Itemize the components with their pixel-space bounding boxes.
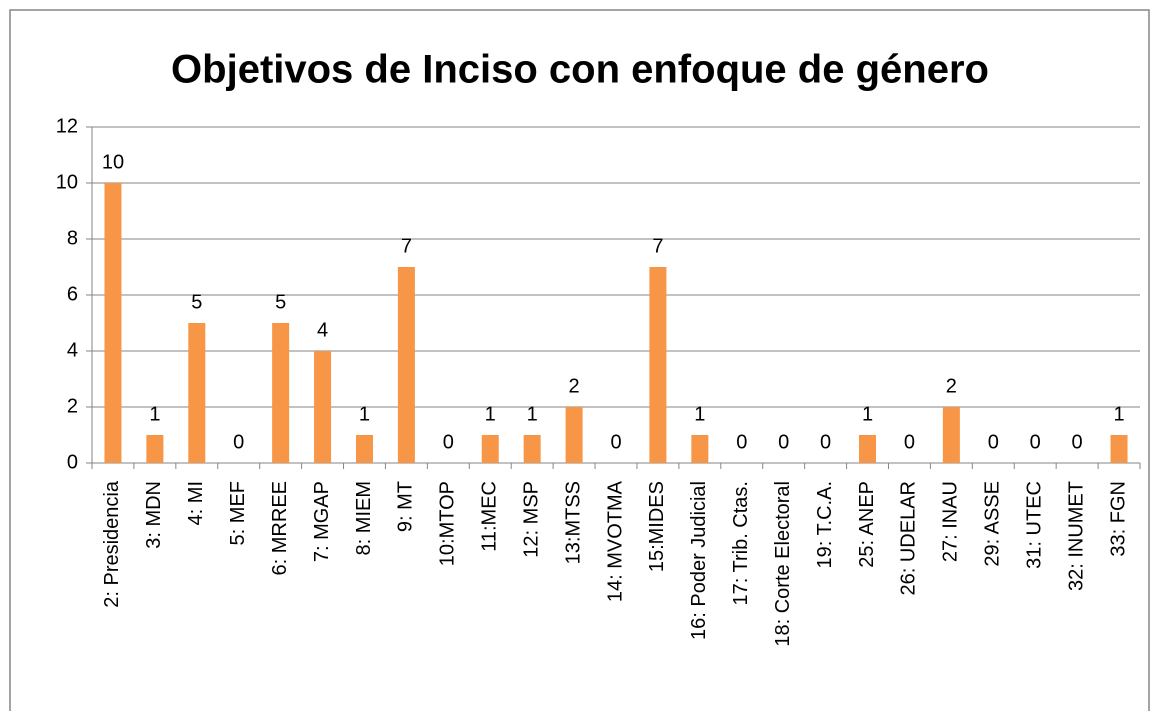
bar [314,351,332,463]
data-label: 0 [443,431,454,453]
bar [355,435,373,463]
data-label: 1 [1113,403,1124,425]
y-tick-label: 4 [67,339,78,361]
x-tick-label: 19: T.C.A. [814,481,836,568]
chart-title: Objetivos de Inciso con enfoque de géner… [171,48,989,92]
data-label: 7 [401,235,412,257]
x-tick-label: 31: UTEC [1023,481,1045,569]
x-tick-label: 18: Corte Electoral [772,481,794,647]
data-label: 2 [569,375,580,397]
x-tick-label: 8: MIEM [353,481,375,555]
data-label: 1 [527,403,538,425]
data-label: 10 [102,151,124,173]
x-tick-label: 33: FGN [1107,481,1129,557]
y-tick-label: 10 [56,171,78,193]
data-label: 1 [359,403,370,425]
x-tick-label: 5: MEF [227,481,249,545]
data-label: 4 [317,319,328,341]
x-tick-label: 2: Presidencia [101,480,123,608]
x-tick-label: 25: ANEP [856,481,878,568]
data-label: 0 [1072,431,1083,453]
x-tick-label: 11:MEC [479,481,501,552]
bar [188,323,206,463]
data-label: 1 [485,403,496,425]
data-label: 1 [149,403,160,425]
data-label: 0 [904,431,915,453]
bar [649,267,667,463]
bar [481,435,499,463]
x-tick-label: 4: MI [185,481,207,525]
data-label: 0 [988,431,999,453]
data-label: 2 [946,375,957,397]
data-label: 1 [694,403,705,425]
data-label: 0 [610,431,621,453]
data-label: 5 [191,291,202,313]
y-tick-label: 0 [67,451,78,473]
y-tick-label: 2 [67,395,78,417]
data-label: 7 [652,235,663,257]
data-label: 0 [1030,431,1041,453]
x-tick-label: 26: UDELAR [898,481,920,596]
y-tick-label: 12 [56,115,78,137]
bar [565,407,583,463]
bar [859,435,877,463]
y-tick-label: 6 [67,283,78,305]
x-tick-label: 17: Trib. Ctas. [730,481,752,606]
bar [691,435,709,463]
x-tick-label: 7: MGAP [311,481,333,562]
data-label: 0 [778,431,789,453]
x-tick-label: 10:MTOP [437,481,459,566]
chart-frame [9,9,1150,711]
x-tick-label: 9: MT [395,481,417,532]
bar [104,183,122,463]
bar [523,435,541,463]
data-label: 0 [736,431,747,453]
data-label: 0 [820,431,831,453]
bar [1110,435,1128,463]
data-label: 1 [862,403,873,425]
x-tick-label: 6: MRREE [269,481,291,575]
x-tick-label: 3: MDN [143,481,165,549]
x-tick-label: 29: ASSE [982,481,1004,567]
bar [272,323,290,463]
bar [146,435,164,463]
x-tick-label: 16: Poder Judicial [688,481,710,640]
bar [397,267,415,463]
x-tick-label: 27: INAU [940,481,962,562]
x-tick-label: 15:MIDES [646,481,668,572]
y-tick-label: 8 [67,227,78,249]
x-tick-label: 13:MTSS [562,481,584,564]
data-label: 5 [275,291,286,313]
x-tick-label: 12: MSP [520,481,542,558]
x-tick-label: 14: MVOTMA [604,480,626,602]
bar [942,407,960,463]
x-tick-label: 32: INUMET [1065,481,1087,591]
data-label: 0 [233,431,244,453]
